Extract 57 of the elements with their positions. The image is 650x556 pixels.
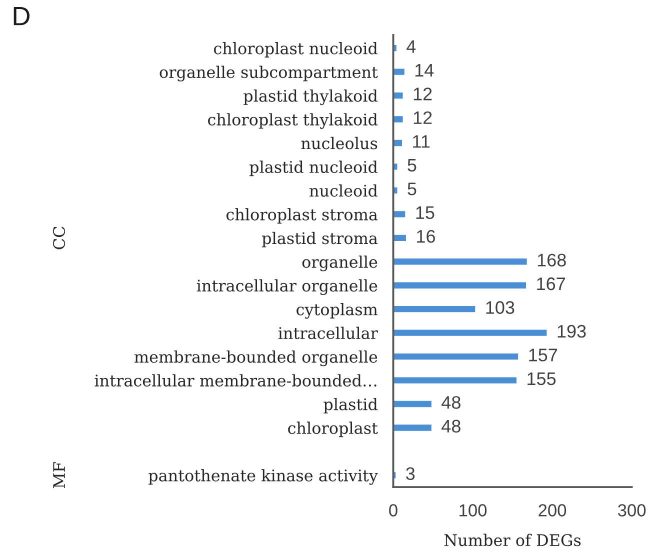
bar	[393, 330, 547, 336]
data-label: 5	[408, 182, 416, 196]
y-tick-label: membrane-bounded organelle	[134, 350, 378, 366]
bar	[393, 306, 476, 312]
data-label: 155	[528, 372, 556, 386]
y-tick-label: chloroplast thylakoid	[208, 113, 378, 129]
data-label: 103	[486, 301, 514, 314]
data-label: 167	[537, 277, 565, 290]
data-label: 48	[442, 420, 460, 433]
y-tick-label: intracellular membrane-bounded…	[94, 374, 376, 387]
y-tick-label: nucleolus	[301, 136, 378, 150]
bar	[393, 400, 432, 408]
y-tick-label: cytoplasm	[296, 303, 378, 319]
bar	[393, 116, 403, 122]
y-tick-label: chloroplast stroma	[226, 208, 378, 224]
y-tick-label: plastid thylakoid	[244, 89, 378, 106]
text: MF	[53, 462, 65, 488]
y-tick-label: chloroplast	[288, 422, 378, 438]
data-label: 193	[558, 324, 586, 338]
y-tick-label: plastid	[324, 398, 378, 414]
bar	[393, 211, 406, 218]
x-tick-label: 200	[538, 504, 566, 516]
data-label: 5	[408, 158, 416, 172]
x-tick-label: 300	[618, 504, 646, 516]
y-tick-label: organelle subcompartment	[160, 66, 378, 82]
data-label: 14	[415, 64, 434, 76]
bar	[393, 424, 432, 431]
data-label: 12	[414, 111, 432, 124]
bar	[393, 282, 526, 288]
data-label: 16	[417, 230, 435, 243]
bar	[393, 353, 518, 360]
y-tick-label: chloroplast nucleoid	[214, 42, 378, 58]
y-tick-label: plastid nucleoid	[250, 160, 378, 176]
data-label: 3	[406, 467, 415, 480]
x-tick-label: 100	[460, 504, 487, 516]
data-label: 4	[406, 40, 416, 53]
text: CC	[53, 226, 66, 250]
data-label: 48	[442, 396, 460, 409]
bar	[393, 92, 403, 99]
x-tick-label: 0	[389, 504, 398, 516]
y-tick-label: pantothenate kinase activity	[148, 469, 378, 485]
y-tick-label: organelle	[302, 256, 378, 272]
data-label: 15	[416, 206, 434, 220]
data-label: 12	[414, 88, 432, 100]
y-tick-label: intracellular	[278, 326, 378, 340]
bar	[393, 258, 527, 265]
bar	[393, 377, 516, 384]
text: D	[14, 7, 30, 26]
bar	[393, 68, 404, 75]
y-tick-label: intracellular organelle	[196, 279, 378, 295]
data-label: 168	[538, 254, 566, 266]
bar	[393, 234, 406, 241]
x-axis-title: Number of DEGs	[444, 534, 581, 546]
y-tick-label: nucleoid	[310, 184, 378, 197]
data-label: 157	[529, 348, 558, 362]
y-tick-label: plastid stroma	[262, 232, 378, 248]
data-label: 11	[413, 135, 430, 148]
